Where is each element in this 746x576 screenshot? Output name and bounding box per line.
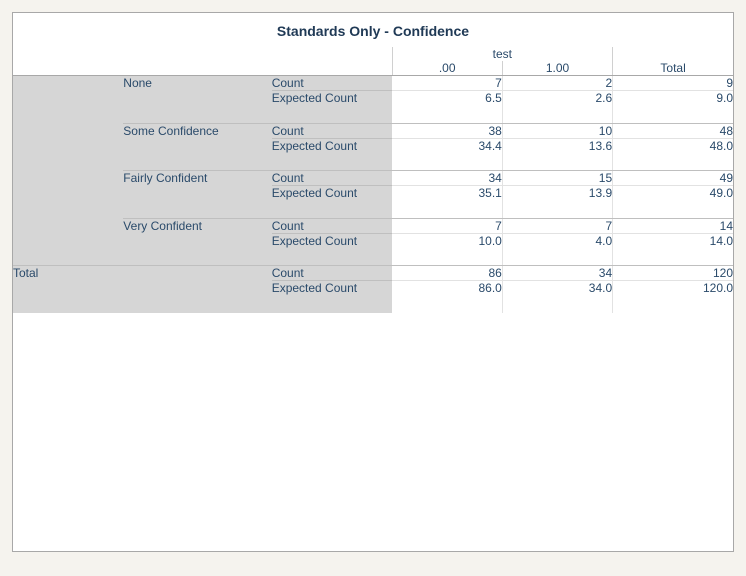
stat-label-expected: Expected Count bbox=[272, 233, 392, 248]
stat-label-expected: Expected Count bbox=[272, 281, 392, 314]
cell: 15 bbox=[502, 171, 612, 186]
cell: 2 bbox=[502, 76, 612, 91]
row-group-spacer bbox=[13, 76, 123, 266]
cell: 38 bbox=[392, 123, 502, 138]
cell: 7 bbox=[392, 218, 502, 233]
col-header-0: .00 bbox=[392, 61, 502, 76]
cell: 48.0 bbox=[613, 138, 733, 153]
crosstab-table: test .00 1.00 Total None Count 7 2 9 Exp… bbox=[13, 47, 733, 313]
header-spacer bbox=[13, 47, 392, 61]
cell: 86.0 bbox=[392, 281, 502, 314]
cell: 4.0 bbox=[502, 233, 612, 248]
stat-label-expected: Expected Count bbox=[272, 91, 392, 106]
crosstab-panel: Standards Only - Confidence test .00 1.0… bbox=[12, 12, 734, 552]
stat-label-expected: Expected Count bbox=[272, 138, 392, 153]
cell: 7 bbox=[392, 76, 502, 91]
header-spacer-2 bbox=[13, 61, 392, 76]
total-label: Total bbox=[13, 266, 123, 314]
cell: 49 bbox=[613, 171, 733, 186]
col-header-1: 1.00 bbox=[502, 61, 612, 76]
stat-label-count: Count bbox=[272, 123, 392, 138]
cell: 13.9 bbox=[502, 186, 612, 201]
header-spacer-right bbox=[613, 47, 733, 61]
category-label: Fairly Confident bbox=[123, 171, 271, 219]
table-row: None Count 7 2 9 bbox=[13, 76, 733, 91]
cell: 34.0 bbox=[502, 281, 612, 314]
stat-label-count: Count bbox=[272, 76, 392, 91]
cell: 7 bbox=[502, 218, 612, 233]
cell: 34.4 bbox=[392, 138, 502, 153]
cell: 6.5 bbox=[392, 91, 502, 106]
cell: 86 bbox=[392, 266, 502, 281]
cell: 48 bbox=[613, 123, 733, 138]
category-label: Some Confidence bbox=[123, 123, 271, 171]
cell: 34 bbox=[392, 171, 502, 186]
category-label: Very Confident bbox=[123, 218, 271, 266]
cell: 10 bbox=[502, 123, 612, 138]
column-group-label: test bbox=[392, 47, 613, 61]
cell: 13.6 bbox=[502, 138, 612, 153]
cell: 14 bbox=[613, 218, 733, 233]
cell: 35.1 bbox=[392, 186, 502, 201]
cell: 34 bbox=[502, 266, 612, 281]
cell: 120 bbox=[613, 266, 733, 281]
stat-label-count: Count bbox=[272, 171, 392, 186]
stat-label-count: Count bbox=[272, 266, 392, 281]
cell: 2.6 bbox=[502, 91, 612, 106]
cell: 9 bbox=[613, 76, 733, 91]
table-row-total: Total Count 86 34 120 bbox=[13, 266, 733, 281]
cell: 120.0 bbox=[613, 281, 733, 314]
total-spacer bbox=[123, 266, 271, 314]
table-title: Standards Only - Confidence bbox=[13, 13, 733, 47]
col-header-total: Total bbox=[613, 61, 733, 76]
stat-label-count: Count bbox=[272, 218, 392, 233]
cell: 9.0 bbox=[613, 91, 733, 106]
cell: 10.0 bbox=[392, 233, 502, 248]
header-row-1: test bbox=[13, 47, 733, 61]
header-row-2: .00 1.00 Total bbox=[13, 61, 733, 76]
cell: 49.0 bbox=[613, 186, 733, 201]
cell: 14.0 bbox=[613, 233, 733, 248]
category-label: None bbox=[123, 76, 271, 124]
stat-label-expected: Expected Count bbox=[272, 186, 392, 201]
